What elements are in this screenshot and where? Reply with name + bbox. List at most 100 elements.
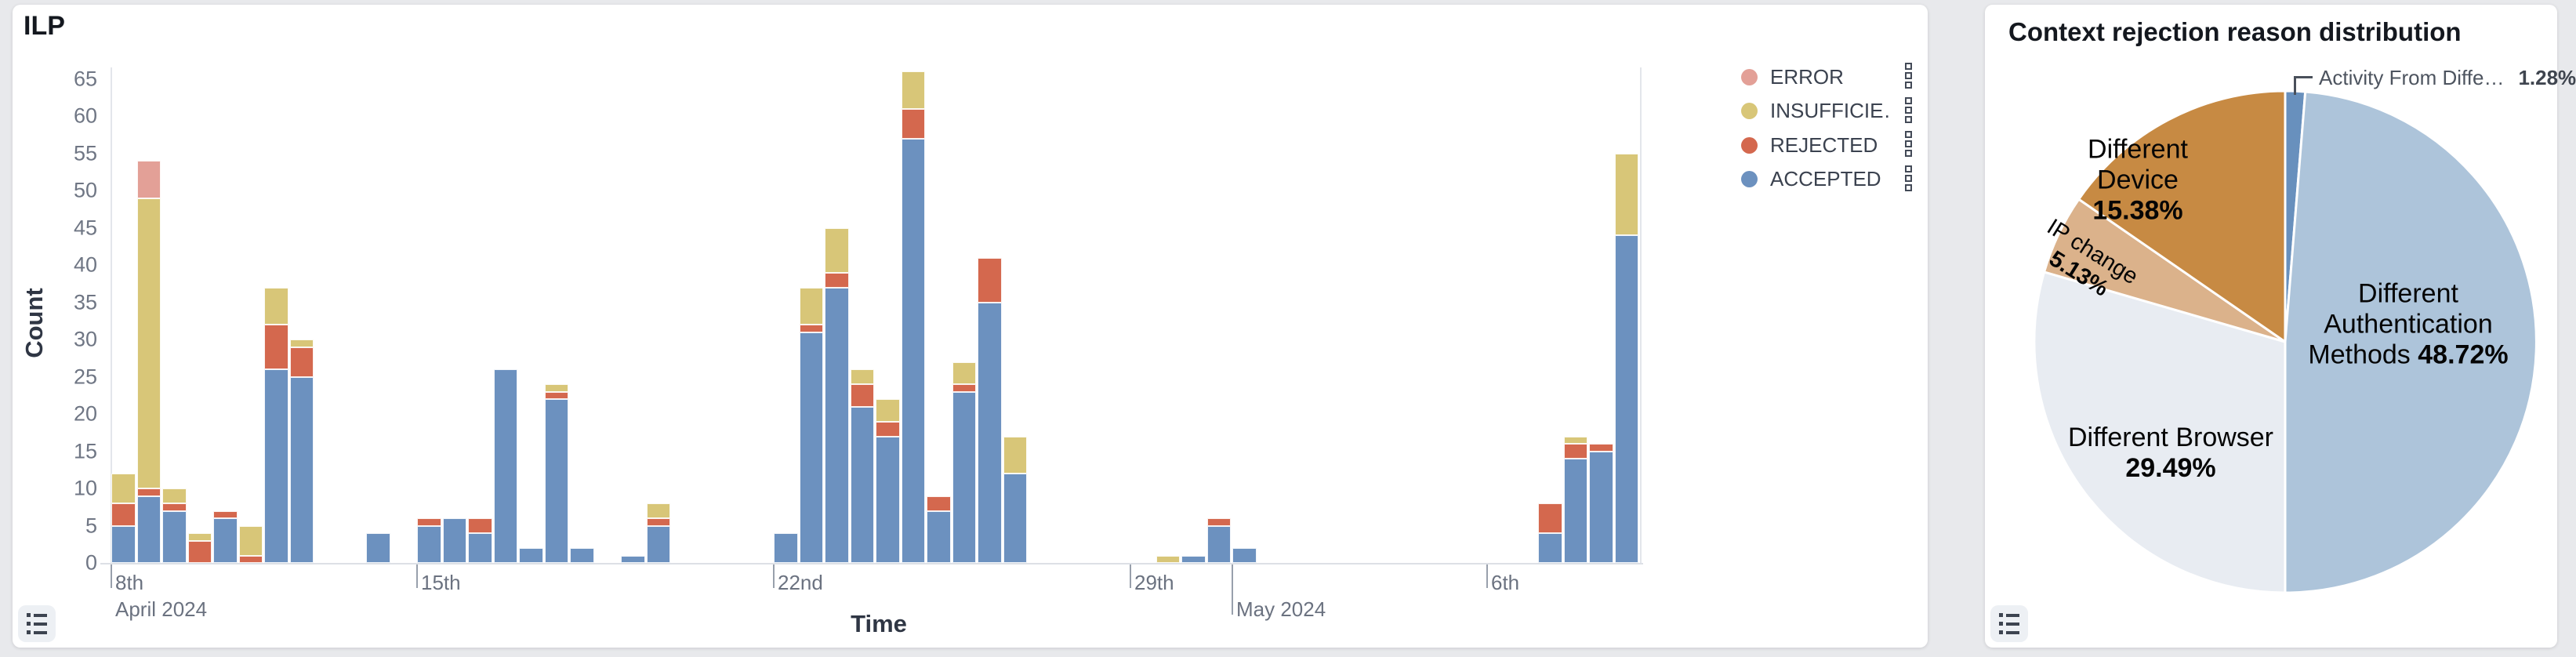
- bar-stack[interactable]: [952, 361, 976, 563]
- bar-stack[interactable]: [927, 495, 951, 563]
- bar-stack[interactable]: [901, 71, 925, 563]
- bar-stack[interactable]: [1003, 436, 1027, 563]
- bar-segment-rejected: [187, 540, 212, 563]
- pie-slice-device[interactable]: [2077, 89, 2287, 343]
- bar-stack[interactable]: [1156, 555, 1180, 563]
- legend-item-insufficient[interactable]: INSUFFICIE…: [1741, 98, 1892, 125]
- y-tick-label: 30: [73, 327, 97, 351]
- x-tick-mark: [1232, 564, 1233, 615]
- bar-segment-rejected: [952, 384, 976, 392]
- bar-stack[interactable]: [1232, 548, 1257, 563]
- bar-stack[interactable]: [799, 287, 823, 563]
- legend-dot-icon: [1741, 68, 1758, 85]
- callout-line-vertical: [2294, 76, 2296, 95]
- bar-stack[interactable]: [621, 555, 645, 563]
- bar-segment-rejected: [136, 488, 161, 496]
- bar-stack[interactable]: [238, 525, 263, 563]
- y-tick-label: 40: [73, 252, 97, 277]
- bar-segment-rejected: [799, 325, 823, 332]
- bar-stack[interactable]: [289, 339, 314, 563]
- bar-stack[interactable]: [213, 510, 238, 563]
- bar-segment-insufficient: [238, 525, 263, 556]
- bar-segment-accepted: [646, 525, 670, 563]
- legend-item-error[interactable]: ERROR: [1741, 64, 1892, 90]
- ilp-panel: ILP 0 5 10 15 20 25 30 35 40 45 50 55 60 65 8th April …: [13, 5, 1928, 648]
- bar-stack[interactable]: [774, 533, 798, 563]
- y-tick-label: 0: [85, 550, 97, 575]
- bar-segment-accepted: [442, 518, 466, 563]
- pie-slice-auth[interactable]: [2284, 90, 2538, 594]
- legend-item-rejected[interactable]: REJECTED: [1741, 132, 1892, 158]
- x-tick-label: 8th: [115, 571, 144, 594]
- x-tick-label: 6th: [1491, 571, 1520, 594]
- bar-stack[interactable]: [493, 369, 517, 563]
- bar-segment-accepted: [1003, 474, 1027, 563]
- bar-stack[interactable]: [1181, 555, 1206, 563]
- x-tick-mark: [1486, 564, 1488, 588]
- bar-stack[interactable]: [646, 503, 670, 563]
- legend-item-accepted[interactable]: ACCEPTED: [1741, 166, 1892, 193]
- bar-stack[interactable]: [187, 533, 212, 563]
- bar-segment-rejected: [825, 272, 849, 288]
- bar-segment-accepted: [799, 332, 823, 563]
- bar-stack[interactable]: [442, 518, 466, 563]
- bar-stack[interactable]: [978, 257, 1002, 563]
- right-edge-gridline: [1640, 67, 1642, 564]
- bar-segment-accepted: [876, 436, 900, 563]
- bar-stack[interactable]: [468, 518, 492, 563]
- bar-stack[interactable]: [876, 399, 900, 563]
- bar-stack[interactable]: [544, 384, 568, 563]
- bar-stack[interactable]: [1589, 444, 1613, 563]
- bar-segment-accepted: [1181, 555, 1206, 563]
- pie-chart: [2033, 89, 2538, 594]
- kebab-menu-icon[interactable]: [1905, 96, 1914, 123]
- bar-segment-insufficient: [162, 488, 187, 503]
- bar-segment-rejected: [417, 518, 441, 526]
- y-tick-label: 25: [73, 365, 97, 388]
- kebab-menu-icon[interactable]: [1905, 131, 1914, 157]
- bar-segment-accepted: [366, 533, 390, 563]
- bar-stack[interactable]: [850, 369, 874, 563]
- bar-stack[interactable]: [1614, 153, 1638, 563]
- bar-stack[interactable]: [366, 533, 390, 563]
- bar-segment-accepted: [850, 406, 874, 563]
- bar-segment-rejected: [162, 503, 187, 511]
- bar-stack[interactable]: [264, 287, 288, 563]
- bar-segment-insufficient: [187, 533, 212, 541]
- bar-segment-rejected: [978, 257, 1002, 303]
- bar-segment-insufficient: [264, 287, 288, 325]
- bar-segment-accepted: [978, 302, 1002, 563]
- y-tick-label: 55: [73, 141, 97, 165]
- bar-stack[interactable]: [111, 474, 136, 563]
- bar-stack[interactable]: [136, 161, 161, 563]
- bar-segment-accepted: [901, 138, 925, 563]
- kebab-menu-icon[interactable]: [1905, 63, 1914, 89]
- bar-stack[interactable]: [519, 548, 543, 563]
- bar-segment-insufficient: [901, 71, 925, 109]
- bar-stack[interactable]: [162, 488, 187, 563]
- bar-stack[interactable]: [1563, 436, 1587, 563]
- y-tick-label: 65: [73, 67, 97, 90]
- bar-segment-rejected: [927, 495, 951, 511]
- bar-stack[interactable]: [1206, 518, 1231, 563]
- pie-slice-browser[interactable]: [2033, 270, 2287, 594]
- bar-segment-rejected: [544, 391, 568, 399]
- kebab-menu-icon[interactable]: [1905, 165, 1914, 191]
- panel-title-context-rejection: Context rejection reason distribution: [2008, 17, 2462, 46]
- bar-segment-accepted: [774, 533, 798, 563]
- bar-stack[interactable]: [1538, 503, 1562, 563]
- list-view-button[interactable]: [1990, 605, 2028, 642]
- bar-stack[interactable]: [570, 548, 594, 563]
- bar-stack[interactable]: [417, 518, 441, 563]
- bar-segment-insufficient: [1003, 436, 1027, 474]
- y-tick-label: 5: [85, 514, 97, 537]
- bar-segment-accepted: [289, 376, 314, 563]
- list-icon: [1999, 610, 2019, 638]
- legend-label: ACCEPTED: [1770, 167, 1881, 191]
- list-view-button[interactable]: [18, 605, 56, 642]
- pie-label-different-authentication-methods: Different Authentication Methods 48.72%: [2308, 278, 2509, 370]
- bar-segment-rejected: [238, 555, 263, 563]
- bar-segment-rejected: [1538, 503, 1562, 533]
- bar-segment-rejected: [1206, 518, 1231, 526]
- bar-stack[interactable]: [825, 227, 849, 563]
